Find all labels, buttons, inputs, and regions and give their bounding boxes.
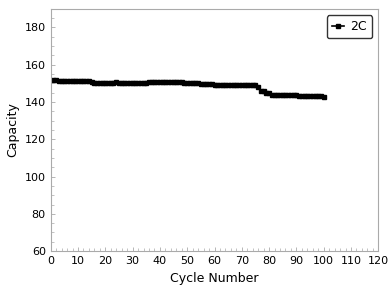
Line: 2C: 2C xyxy=(51,77,326,99)
2C xyxy=(212,84,217,87)
2C xyxy=(190,81,195,85)
X-axis label: Cycle Number: Cycle Number xyxy=(170,272,259,284)
2C xyxy=(300,95,304,98)
Legend: 2C: 2C xyxy=(327,15,372,38)
2C xyxy=(51,78,56,81)
Y-axis label: Capacity: Capacity xyxy=(6,102,19,157)
2C xyxy=(103,81,108,85)
2C xyxy=(114,81,119,84)
2C xyxy=(321,95,326,99)
2C xyxy=(308,95,312,98)
